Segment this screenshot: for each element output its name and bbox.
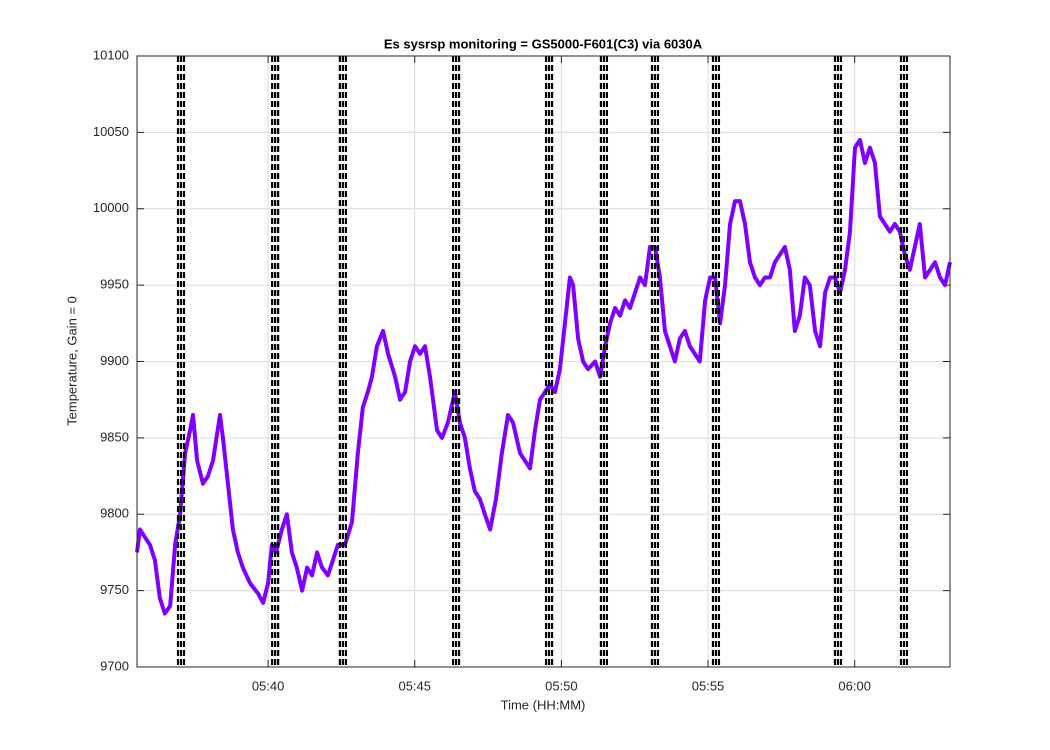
y-tick-label: 10000 [93,200,129,215]
x-tick-label: 06:00 [838,678,871,693]
y-tick-label: 10050 [93,124,129,139]
x-tick-label: 05:55 [692,678,725,693]
chart-title: Es sysrsp monitoring = GS5000-F601(C3) v… [384,36,703,51]
x-tick-label: 05:50 [545,678,578,693]
data-line [135,138,952,616]
x-tick-label: 05:45 [398,678,431,693]
y-tick-label: 9900 [100,353,129,368]
y-tick-label: 9950 [100,277,129,292]
y-tick-label: 9850 [100,429,129,444]
axes-box [136,55,951,668]
x-tick-label: 05:40 [252,678,285,693]
y-tick-label: 9700 [100,658,129,673]
x-axis-label: Time (HH:MM) [501,697,586,712]
y-tick-label: 9800 [100,506,129,521]
y-tick-label: 9750 [100,582,129,597]
y-axis-label: Temperature, Gain = 0 [64,296,79,426]
y-tick-label: 10100 [93,47,129,62]
